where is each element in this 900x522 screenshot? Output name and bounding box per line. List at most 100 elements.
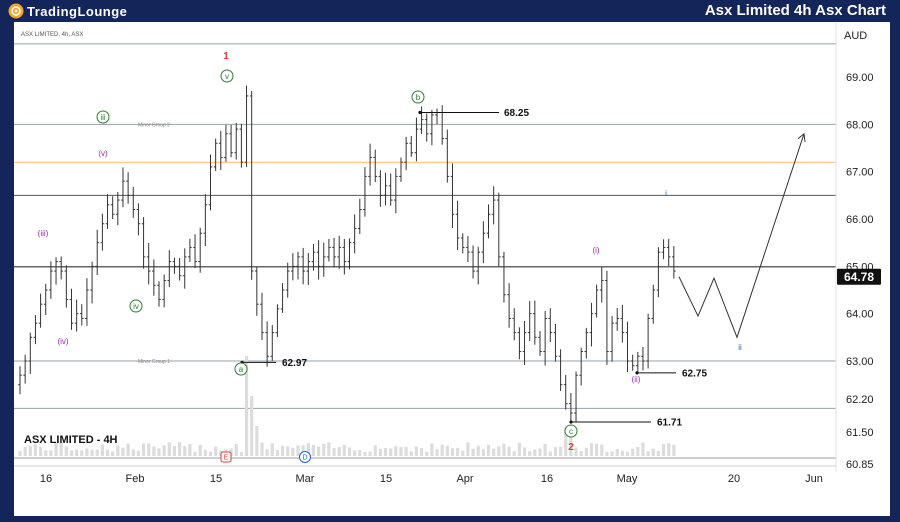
- annotation-label: 61.71: [657, 418, 682, 429]
- projection-path: [678, 133, 805, 339]
- volume-bar: [620, 450, 624, 456]
- wave-circle: [96, 110, 110, 124]
- wave-circle: [129, 299, 143, 313]
- volume-bar: [28, 446, 32, 456]
- volume-bar: [363, 451, 367, 456]
- volume-bar: [589, 443, 594, 456]
- volume-bar: [105, 449, 110, 456]
- x-tick-label: Feb: [126, 473, 145, 485]
- volume-bar: [327, 442, 331, 456]
- volume-bar: [38, 447, 43, 456]
- volume-bar: [672, 444, 676, 456]
- volume-bar: [291, 447, 295, 456]
- volume-bar: [569, 428, 573, 456]
- volume-bar: [183, 446, 187, 456]
- event-marker-earnings[interactable]: [220, 451, 232, 463]
- volume-bar: [414, 446, 419, 456]
- x-tick-label: May: [617, 473, 638, 485]
- volume-bar: [234, 444, 238, 456]
- volume-bar: [111, 451, 115, 456]
- wave-label: b: [416, 93, 421, 102]
- wave-label: c: [569, 427, 573, 436]
- volume-bar: [162, 445, 166, 456]
- volume-bar: [33, 444, 38, 456]
- volume-bar: [301, 445, 305, 456]
- volume-bar: [208, 451, 213, 456]
- volume-bar: [456, 447, 460, 456]
- wave-label: 2: [568, 442, 574, 453]
- volume-bar: [136, 450, 141, 456]
- wave-circle: [411, 90, 425, 104]
- volume-bar: [203, 449, 207, 456]
- volume-bar: [404, 446, 408, 456]
- wave-label: (ii): [632, 375, 641, 384]
- volume-bar: [54, 442, 58, 456]
- level-label: Minor Group 1: [138, 359, 170, 365]
- volume-bar: [280, 445, 285, 456]
- volume-bar: [80, 450, 84, 456]
- volume-bar: [466, 442, 470, 456]
- volume-bar: [347, 447, 352, 456]
- volume-bar: [85, 448, 89, 456]
- volume-bar: [558, 446, 563, 456]
- event-marker-dividend[interactable]: [299, 451, 311, 463]
- wave-label: (v): [98, 149, 108, 158]
- volume-bar: [244, 356, 249, 456]
- volume-bar: [564, 428, 568, 456]
- volume-bar: [152, 446, 156, 456]
- volume-bar: [23, 446, 27, 456]
- chart-area: Minor Group 2 Minor Group 1 68.25 62.97 62.…: [14, 22, 890, 516]
- price-chart[interactable]: Minor Group 2 Minor Group 1 68.25 62.97 62.…: [14, 22, 890, 516]
- wave-circle: [234, 362, 248, 376]
- volume-bar: [409, 451, 413, 456]
- volume-bar: [126, 443, 130, 456]
- volume-bar: [75, 449, 79, 456]
- volume-bar: [358, 449, 362, 456]
- volume-bar: [178, 442, 182, 456]
- volume-bar: [497, 446, 501, 456]
- volume-bar: [394, 446, 398, 456]
- volume-bar: [486, 444, 491, 456]
- event-marker-label: D: [302, 455, 307, 462]
- volume-bar: [214, 446, 218, 456]
- volume-bar: [419, 447, 424, 456]
- volume-bar: [574, 447, 578, 456]
- wave-label: iii: [100, 113, 106, 122]
- volume-bar: [188, 444, 192, 456]
- page-title: Asx Limited 4h Asx Chart: [704, 2, 886, 19]
- volume-bar: [600, 444, 604, 456]
- volume-bar: [528, 451, 532, 456]
- volume-bar: [435, 449, 439, 456]
- x-tick-label: 15: [380, 473, 392, 485]
- volume-bar: [517, 442, 521, 456]
- volume-bar: [275, 450, 280, 456]
- wave-label: (iv): [57, 337, 68, 346]
- volume-bar: [18, 450, 22, 456]
- y-tick-label: 69.00: [846, 72, 874, 84]
- volume-bar: [131, 449, 135, 456]
- volume-bar: [342, 444, 346, 456]
- volume-bar: [157, 448, 161, 456]
- volume-bar: [579, 451, 583, 456]
- volume-bar: [373, 445, 377, 456]
- volume-bar: [337, 446, 341, 456]
- volume-bar: [44, 450, 48, 456]
- volume-bar: [198, 445, 202, 456]
- wave-label: i: [665, 189, 667, 198]
- volume-bar: [512, 451, 516, 456]
- volume-bar: [250, 396, 254, 456]
- symbol-line: ASX LIMITED, 4h, ASX: [21, 32, 83, 38]
- wave-label: ii: [738, 343, 742, 352]
- volume-bar: [306, 443, 310, 456]
- volume-bar: [584, 447, 588, 456]
- volume-bar: [522, 447, 527, 456]
- volume-bar: [141, 443, 146, 456]
- volume-bar: [631, 448, 635, 456]
- volume-bar: [378, 448, 382, 456]
- volume-bar: [548, 451, 552, 456]
- volume-bar: [317, 446, 321, 456]
- volume-bar: [651, 448, 655, 456]
- volume-bar: [481, 449, 485, 456]
- y-tick-label: 61.50: [846, 427, 874, 439]
- x-tick-label: 16: [541, 473, 553, 485]
